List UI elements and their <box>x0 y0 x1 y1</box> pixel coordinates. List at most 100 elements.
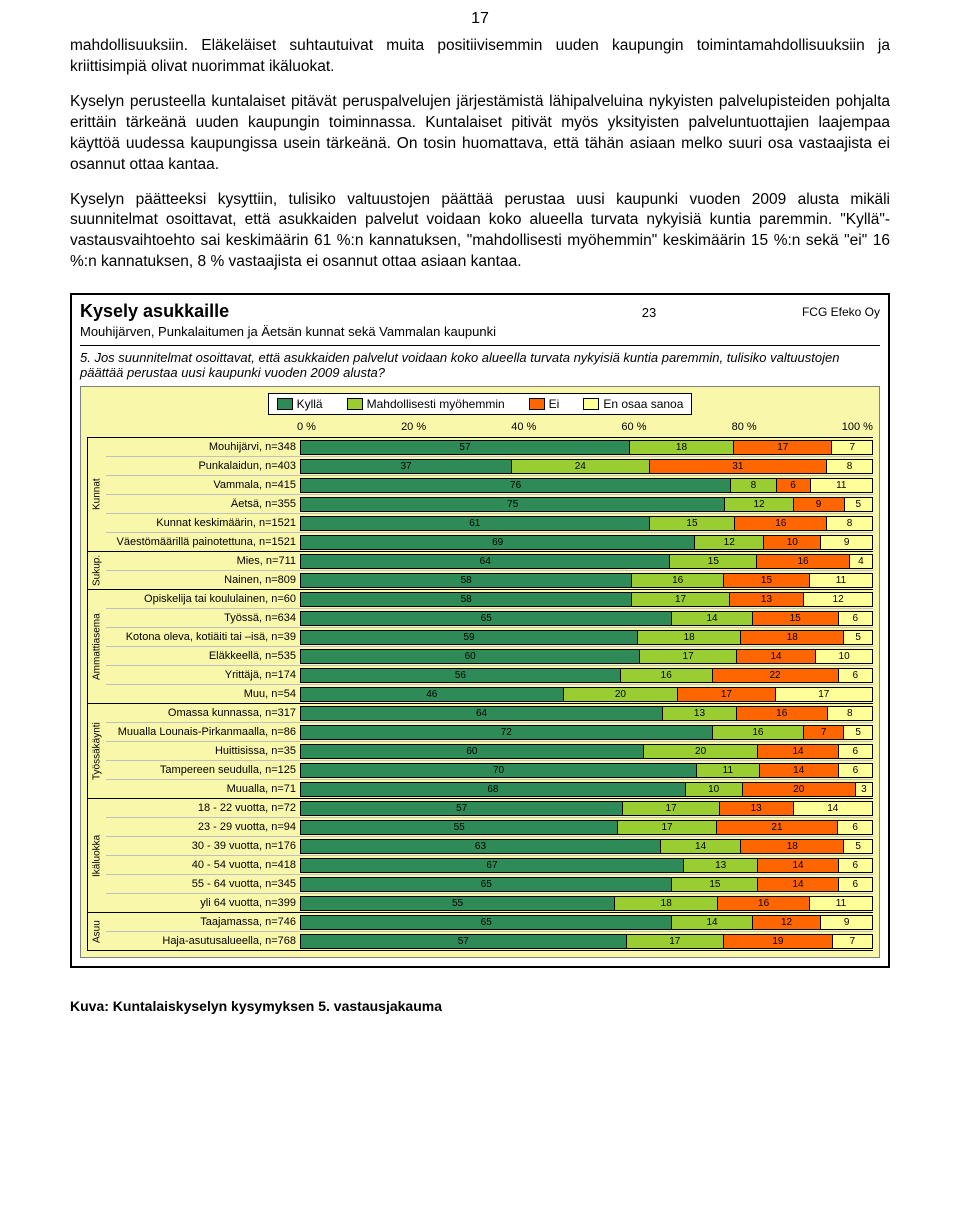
bar-segment: 24 <box>512 459 650 474</box>
bar-segment: 4 <box>850 554 873 569</box>
legend-label: Mahdollisesti myöhemmin <box>367 397 505 411</box>
chart-row: Haja-asutusalueella, n=7685717197 <box>106 932 873 950</box>
chart-page-num: 23 <box>642 305 656 320</box>
bar-segment: 16 <box>713 725 805 740</box>
bar-segment: 57 <box>300 801 623 816</box>
row-label: Omassa kunnassa, n=317 <box>106 707 300 719</box>
chart-group: AsuuTaajamassa, n=7466514129Haja-asutusa… <box>87 912 873 951</box>
bar-segment: 14 <box>737 649 816 664</box>
legend-item: En osaa sanoa <box>583 397 683 411</box>
bar-segment: 17 <box>678 687 775 702</box>
bar-segment: 7 <box>804 725 844 740</box>
chart-axis: 0 %20 %40 %60 %80 %100 % <box>297 419 873 437</box>
bar: 6413168 <box>300 706 873 721</box>
bar: 5718177 <box>300 440 873 455</box>
chart-row: Tampereen seudulla, n=1257011146 <box>106 761 873 780</box>
bar-segment: 15 <box>753 611 839 626</box>
bar-segment: 64 <box>300 706 663 721</box>
bar-segment: 14 <box>672 611 752 626</box>
row-label: Mouhijärvi, n=348 <box>106 441 300 453</box>
bar-segment: 19 <box>724 934 833 949</box>
bar-segment: 69 <box>300 535 695 550</box>
bar-segment: 21 <box>717 820 839 835</box>
legend-item: Kyllä <box>277 397 323 411</box>
bar-segment: 6 <box>839 611 873 626</box>
group-label: Sukup. <box>87 552 106 589</box>
bar-segment: 11 <box>810 896 873 911</box>
row-label: Kunnat keskimäärin, n=1521 <box>106 517 300 529</box>
bar-segment: 76 <box>300 478 731 493</box>
bar-segment: 10 <box>816 649 873 664</box>
group-label: Asuu <box>87 913 106 950</box>
bar: 3724318 <box>300 459 873 474</box>
paragraph-3: Kyselyn päätteeksi kysyttiin, tulisiko v… <box>70 190 890 274</box>
bar-segment: 6 <box>839 763 873 778</box>
group-label: Kunnat <box>87 438 106 551</box>
axis-tick: 100 % <box>842 421 873 433</box>
bar-segment: 7 <box>833 934 873 949</box>
chart-row: Eläkkeellä, n=53560171410 <box>106 647 873 666</box>
legend-item: Mahdollisesti myöhemmin <box>347 397 505 411</box>
bar-segment: 16 <box>757 554 850 569</box>
row-label: Nainen, n=809 <box>106 574 300 586</box>
axis-tick: 0 % <box>297 421 316 433</box>
bar-segment: 14 <box>758 858 838 873</box>
bar-segment: 12 <box>725 497 793 512</box>
axis-tick: 40 % <box>511 421 536 433</box>
bar: 721675 <box>300 725 873 740</box>
chart-group: TyössäkäyntiOmassa kunnassa, n=317641316… <box>87 703 873 798</box>
bar-segment: 18 <box>630 440 734 455</box>
bar-segment: 13 <box>720 801 794 816</box>
bar-segment: 65 <box>300 877 672 892</box>
bar-segment: 17 <box>776 687 873 702</box>
bar: 751295 <box>300 497 873 512</box>
bar: 57171314 <box>300 801 873 816</box>
bar-segment: 5 <box>845 497 873 512</box>
row-label: 55 - 64 vuotta, n=345 <box>106 878 300 890</box>
bar-segment: 11 <box>811 478 873 493</box>
chart-question: 5. Jos suunnitelmat osoittavat, että asu… <box>80 350 880 380</box>
bar: 58161511 <box>300 573 873 588</box>
row-label: Työssä, n=634 <box>106 612 300 624</box>
bar: 768611 <box>300 478 873 493</box>
chart-row: Muualla, n=716810203 <box>106 780 873 798</box>
bar-segment: 6 <box>839 744 873 759</box>
bar-segment: 17 <box>618 820 716 835</box>
chart-row: Huittisissa, n=356020146 <box>106 742 873 761</box>
row-label: Väestömäärillä painotettuna, n=1521 <box>106 536 300 548</box>
chart-row: Punkalaidun, n=4033724318 <box>106 457 873 476</box>
bar: 6115168 <box>300 516 873 531</box>
bar-segment: 57 <box>300 440 630 455</box>
chart-group: Sukup.Mies, n=7116415164Nainen, n=809581… <box>87 551 873 589</box>
bar-segment: 5 <box>844 725 873 740</box>
bar-segment: 16 <box>621 668 713 683</box>
bar-segment: 15 <box>672 877 758 892</box>
bar-segment: 58 <box>300 573 632 588</box>
chart-plot: KylläMahdollisesti myöhemminEiEn osaa sa… <box>80 386 880 958</box>
chart-row: Nainen, n=80958161511 <box>106 571 873 589</box>
row-label: 30 - 39 vuotta, n=176 <box>106 840 300 852</box>
bar-segment: 18 <box>741 630 844 645</box>
bar-segment: 13 <box>684 858 758 873</box>
bar-segment: 17 <box>734 440 832 455</box>
chart-row: Yrittäjä, n=1745616226 <box>106 666 873 685</box>
bar-segment: 37 <box>300 459 512 474</box>
bar-segment: 9 <box>794 497 845 512</box>
chart-row: yli 64 vuotta, n=39955181611 <box>106 894 873 912</box>
bar-segment: 65 <box>300 611 672 626</box>
chart-row: 30 - 39 vuotta, n=1766314185 <box>106 837 873 856</box>
bar-segment: 8 <box>827 459 873 474</box>
chart-row: Opiskelija tai koululainen, n=6058171312 <box>106 590 873 609</box>
row-label: Muu, n=54 <box>106 688 300 700</box>
group-label: Ikäluokka <box>87 799 106 912</box>
bar: 5717197 <box>300 934 873 949</box>
chart-row: Mies, n=7116415164 <box>106 552 873 571</box>
bar-segment: 16 <box>632 573 724 588</box>
chart-title: Kysely asukkaille <box>80 301 496 322</box>
row-label: Huittisissa, n=35 <box>106 745 300 757</box>
bar: 6314185 <box>300 839 873 854</box>
bar-segment: 55 <box>300 820 618 835</box>
bar-segment: 58 <box>300 592 632 607</box>
legend-swatch <box>347 398 363 410</box>
bar: 7011146 <box>300 763 873 778</box>
